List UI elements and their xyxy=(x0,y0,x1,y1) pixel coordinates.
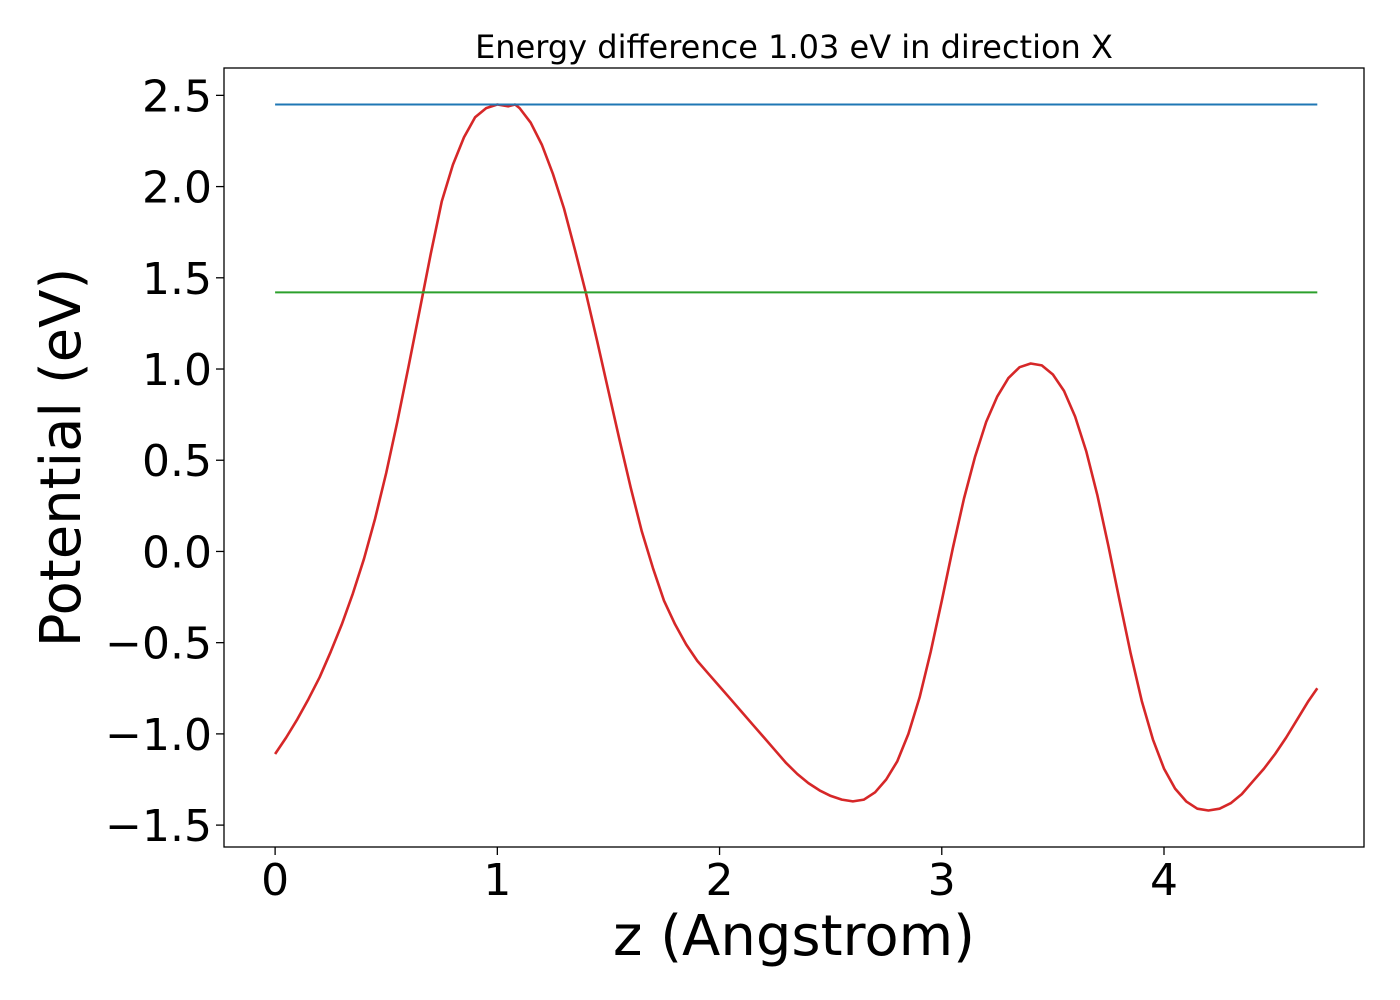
y-tick-label: −1.5 xyxy=(105,801,212,852)
y-tick-label: 0.5 xyxy=(142,436,212,487)
x-tick-label: 3 xyxy=(928,855,956,906)
y-tick-label: 1.0 xyxy=(142,345,212,396)
series-layer xyxy=(274,103,1319,812)
y-tick-label: 2.5 xyxy=(142,71,212,122)
y-axis-label: Potential (eV) xyxy=(29,268,94,648)
y-tick-label: 1.5 xyxy=(142,254,212,305)
x-tick-label: 0 xyxy=(261,855,289,906)
y-tick-label: 2.0 xyxy=(142,163,212,214)
y-axis-ticks: −1.5 −1.0 −0.5 0.0 0.5 1.0 1.5 2.0 2.5 xyxy=(105,71,224,852)
x-axis-ticks: 0 1 2 3 4 xyxy=(261,847,1178,906)
x-tick-label: 2 xyxy=(706,855,734,906)
x-tick-label: 4 xyxy=(1150,855,1178,906)
chart-title: Energy difference 1.03 eV in direction X xyxy=(475,28,1113,66)
y-tick-label: −1.0 xyxy=(105,710,212,761)
y-tick-label: 0.0 xyxy=(142,527,212,578)
y-tick-label: −0.5 xyxy=(105,619,212,670)
potential-curve-line xyxy=(274,103,1319,812)
x-tick-label: 1 xyxy=(483,855,511,906)
plot-area xyxy=(223,67,1365,848)
x-axis-label: z (Angstrom) xyxy=(613,904,975,969)
